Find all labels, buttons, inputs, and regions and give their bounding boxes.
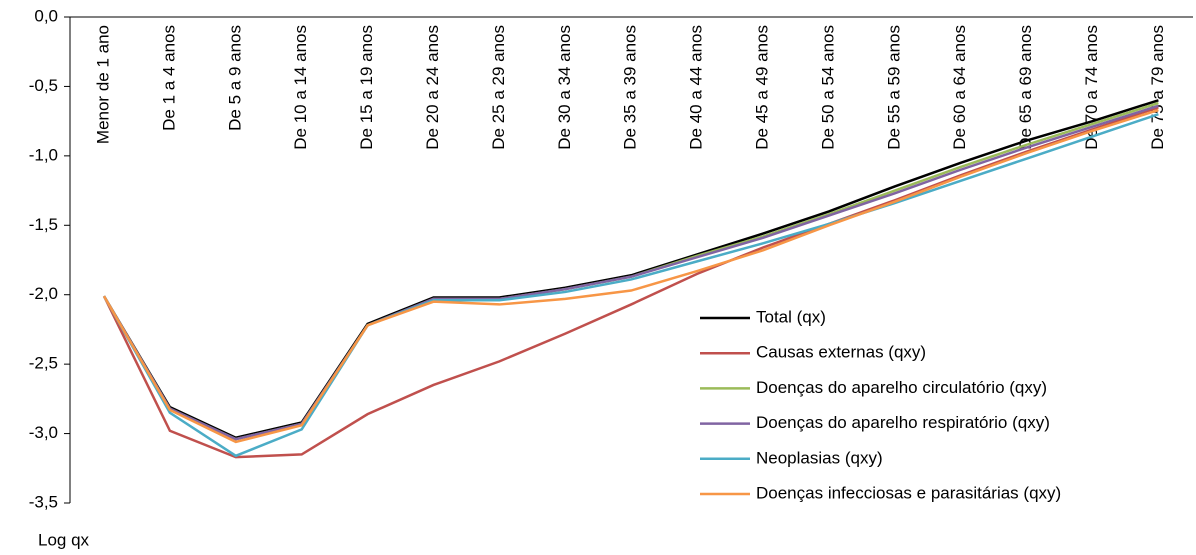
- y-tick-label: -1,0: [29, 145, 58, 164]
- x-tick-label: De 40 a 44 anos: [687, 25, 706, 150]
- y-tick-label: -0,5: [29, 76, 58, 95]
- x-tick-label: De 25 a 29 anos: [489, 25, 508, 150]
- y-tick-label: 0,0: [34, 6, 58, 25]
- legend-label: Neoplasias (qxy): [756, 448, 883, 467]
- y-axis-label: Log qx: [38, 530, 90, 549]
- x-tick-label: De 15 a 19 anos: [357, 25, 376, 150]
- x-tick-label: De 70 a 74 anos: [1082, 25, 1101, 150]
- legend-label: Doenças do aparelho circulatório (qxy): [756, 378, 1047, 397]
- series-line: [102, 108, 1159, 444]
- y-tick-label: -3,0: [29, 423, 58, 442]
- y-tick-label: -3,5: [29, 492, 58, 511]
- legend-label: Total (qx): [756, 307, 826, 326]
- x-tick-label: De 60 a 64 anos: [950, 25, 969, 150]
- x-tick-label: De 30 a 34 anos: [555, 25, 574, 150]
- series-line: [102, 106, 1159, 459]
- series-line: [102, 104, 1159, 441]
- x-tick-label: De 65 a 69 anos: [1016, 25, 1035, 150]
- y-tick-label: -2,5: [29, 354, 58, 373]
- x-tick-label: De 10 a 14 anos: [291, 25, 310, 150]
- x-tick-label: De 55 a 59 anos: [884, 25, 903, 150]
- y-tick-label: -1,5: [29, 215, 58, 234]
- x-tick-label: Menor de 1 ano: [93, 25, 112, 144]
- x-tick-label: De 20 a 24 anos: [423, 25, 442, 150]
- x-tick-label: De 75 a 79 anos: [1148, 25, 1167, 150]
- legend-label: Doenças do aparelho respiratório (qxy): [756, 413, 1050, 432]
- x-tick-label: De 5 a 9 anos: [225, 25, 244, 131]
- y-tick-label: -2,0: [29, 284, 58, 303]
- series-line: [102, 113, 1159, 458]
- x-tick-label: De 1 a 4 anos: [159, 25, 178, 131]
- x-tick-label: De 50 a 54 anos: [818, 25, 837, 150]
- series-line: [102, 99, 1159, 440]
- x-tick-label: De 35 a 39 anos: [621, 25, 640, 150]
- legend-label: Causas externas (qxy): [756, 343, 926, 362]
- x-tick-label: De 45 a 49 anos: [752, 25, 771, 150]
- legend-label: Doenças infecciosas e parasitárias (qxy): [756, 483, 1061, 502]
